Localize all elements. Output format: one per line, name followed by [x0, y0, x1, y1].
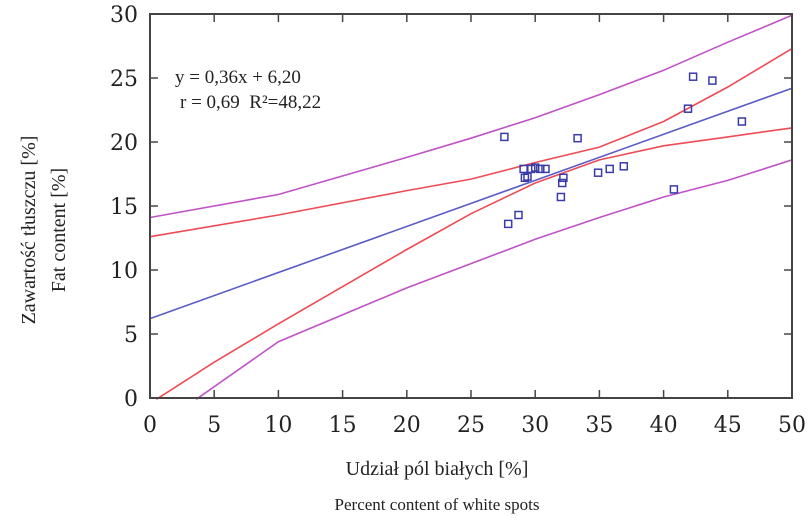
data-point: [559, 173, 568, 183]
y-tick-label: 20: [110, 131, 138, 156]
x-tick-labels: 0 5 10 15 20 25 30 35 40 45 50: [143, 413, 806, 438]
data-point: [683, 104, 693, 113]
y-tick-label: 15: [110, 195, 138, 220]
y-tick-label: 30: [110, 3, 138, 28]
y-tick-label: 0: [124, 387, 138, 412]
x-axis-subtitle: Percent content of white spots: [335, 495, 540, 514]
data-point: [573, 133, 582, 143]
data-point: [605, 164, 614, 174]
data-point: [536, 164, 545, 174]
data-point: [541, 164, 550, 174]
data-point: [593, 168, 603, 177]
x-tick-label: 30: [521, 413, 549, 438]
x-tick-label: 45: [714, 413, 742, 438]
prediction-lower-line: [195, 159, 793, 400]
x-tick-label: 50: [778, 413, 806, 438]
confidence-lower-line: [155, 127, 793, 400]
data-point: [557, 178, 567, 188]
plot-frame: [149, 13, 793, 399]
data-point: [619, 162, 629, 171]
data-point: [669, 185, 679, 194]
data-point: [708, 76, 717, 85]
data-point: [520, 173, 530, 183]
stats-label: r = 0,69 R²=48,22: [180, 92, 321, 113]
y-tick-labels: 0 5 10 15 20 25 30: [110, 3, 138, 412]
data-point: [737, 117, 747, 126]
data-point: [500, 132, 509, 142]
x-tick-label: 15: [329, 413, 357, 438]
x-tick-label: 20: [393, 413, 421, 438]
x-tick-label: 10: [264, 413, 292, 438]
confidence-upper-line: [149, 47, 793, 238]
y-tick-label: 25: [110, 67, 138, 92]
data-points: [500, 72, 747, 229]
x-tick-label: 35: [585, 413, 613, 438]
data-point: [688, 72, 698, 81]
y-tick-label: 5: [124, 323, 138, 348]
x-tick-label: 0: [143, 413, 157, 438]
data-point: [503, 219, 513, 229]
fit-lines: [149, 14, 793, 400]
x-tick-label: 25: [457, 413, 485, 438]
data-point: [514, 210, 523, 220]
prediction-upper-line: [149, 14, 793, 219]
data-point: [530, 163, 540, 172]
y-tick-label: 10: [110, 259, 138, 284]
y-axis-title: Zawartość tłuszczu [%]: [18, 136, 40, 325]
data-point: [556, 192, 566, 202]
x-axis-title: Udział pól białych [%]: [346, 458, 529, 480]
x-tick-label: 5: [207, 413, 221, 438]
equation-label: y = 0,36x + 6,20: [175, 67, 301, 88]
y-axis-subtitle: Fat content [%]: [48, 168, 70, 292]
x-tick-label: 40: [650, 413, 678, 438]
regression-line: [149, 87, 793, 320]
